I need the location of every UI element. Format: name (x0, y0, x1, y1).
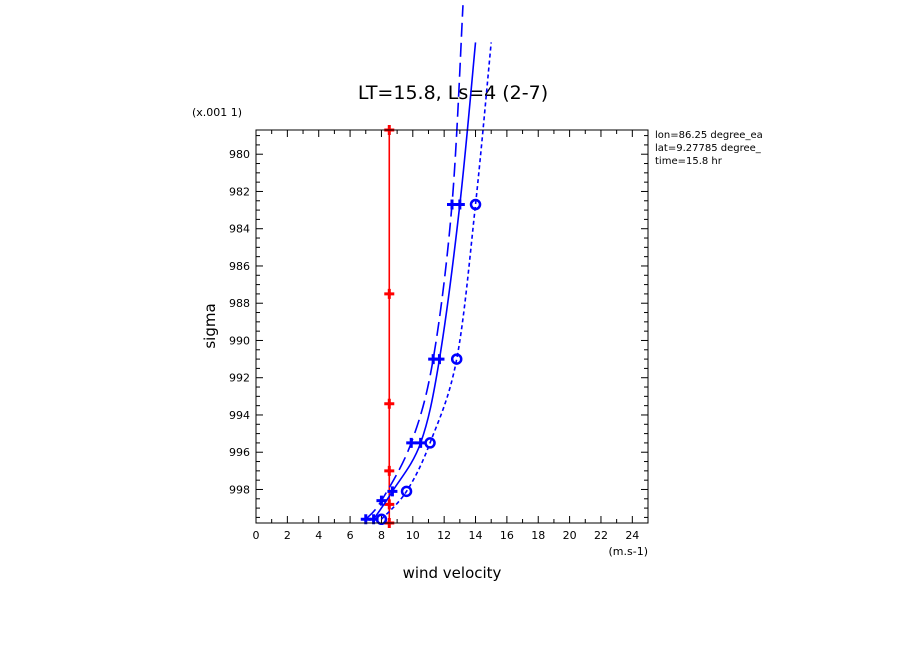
y-tick-label: 984 (229, 223, 250, 236)
x-tick-label: 0 (253, 529, 260, 542)
y-scale-note: (x.001 1) (192, 106, 242, 119)
x-axis-label: wind velocity (403, 564, 502, 582)
x-tick-label: 8 (378, 529, 385, 542)
x-tick-label: 18 (531, 529, 545, 542)
x-tick-label: 20 (563, 529, 577, 542)
chart-title: LT=15.8, Ls=4 (2-7) (358, 82, 548, 104)
x-units-label: (m.s-1) (609, 545, 649, 558)
y-tick-label: 996 (229, 446, 250, 459)
series-1 (368, 42, 477, 525)
x-tick-label: 12 (437, 529, 451, 542)
y-tick-label: 994 (229, 409, 250, 422)
y-tick-label: 998 (229, 483, 250, 496)
x-tick-label: 2 (284, 529, 291, 542)
data-point (450, 353, 463, 365)
data-point (469, 198, 482, 211)
x-tick-label: 22 (594, 529, 608, 542)
y-tick-label: 986 (229, 260, 250, 273)
y-tick-label: 982 (229, 185, 250, 198)
info-lat: lat=9.27785 degree_ (655, 143, 762, 154)
info-time: time=15.8 hr (655, 156, 723, 167)
data-point (387, 486, 398, 497)
y-tick-label: 980 (229, 148, 250, 161)
plot-frame (255, 129, 649, 524)
series-line (380, 42, 492, 520)
x-tick-label: 4 (315, 529, 322, 542)
y-tick-label: 988 (229, 297, 250, 310)
data-point (428, 354, 439, 365)
x-tick-label: 14 (469, 529, 483, 542)
info-lon: lon=86.25 degree_ea (655, 130, 763, 141)
x-tick-label: 10 (406, 529, 420, 542)
data-point (384, 398, 395, 409)
data-point (447, 199, 457, 210)
data-point (384, 288, 395, 299)
data-point (384, 499, 395, 510)
data-point (376, 495, 387, 506)
x-tick-label: 6 (347, 529, 354, 542)
data-point (406, 437, 417, 448)
series-0 (384, 125, 395, 528)
y-axis-label: sigma (201, 303, 219, 348)
x-tick-label: 24 (625, 529, 639, 542)
series-3 (375, 42, 492, 526)
data-point (415, 437, 426, 448)
data-point (400, 485, 413, 498)
data-point (384, 465, 395, 476)
data-point (375, 513, 388, 526)
data-point (424, 437, 436, 449)
y-tick-label: 990 (229, 334, 250, 347)
y-tick-label: 992 (229, 372, 250, 385)
x-tick-label: 16 (500, 529, 514, 542)
